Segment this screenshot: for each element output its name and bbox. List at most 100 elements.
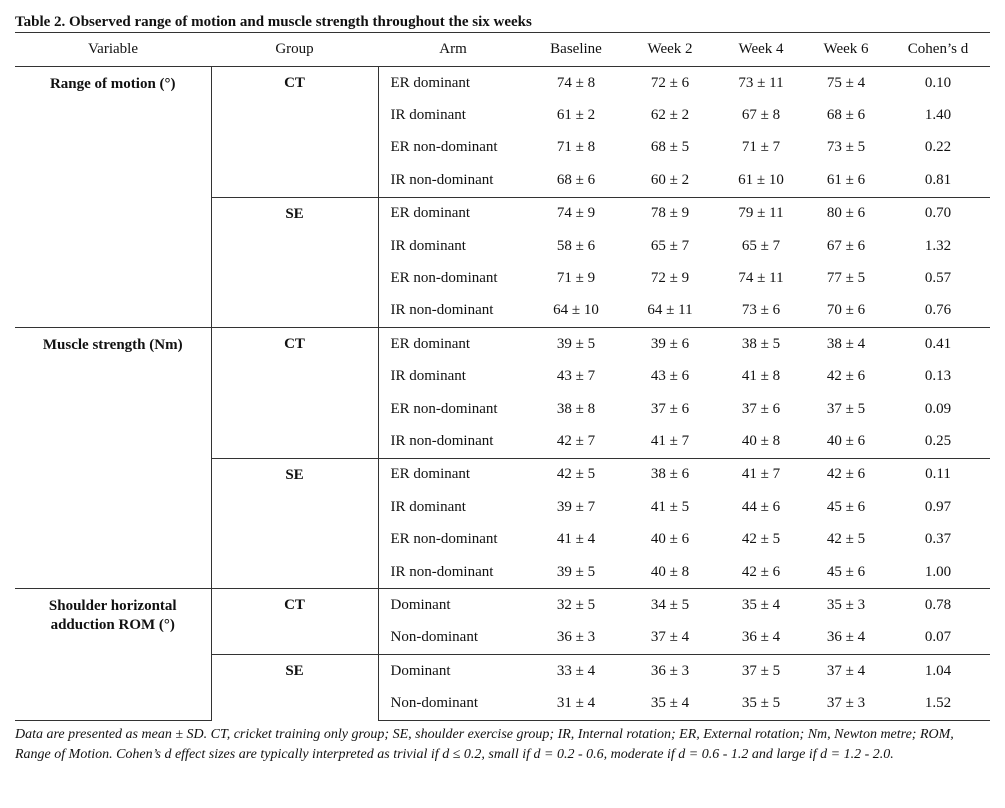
- week-6-cell: 68 ± 6: [826, 107, 866, 124]
- week-2-cell: 35 ± 4: [624, 687, 716, 721]
- arm-cell: ER non-dominant: [390, 139, 498, 156]
- footnote: Data are presented as mean ± SD. CT, cri…: [15, 726, 954, 762]
- week-2-cell: 41 ± 7: [650, 432, 690, 449]
- group-cell: CT: [211, 588, 379, 655]
- week-4-cell: 44 ± 6: [741, 498, 781, 515]
- week-6-cell: 42 ± 6: [806, 457, 886, 492]
- week-4-cell: 61 ± 10: [738, 171, 784, 188]
- arm-cell: ER non-dominant: [390, 270, 498, 287]
- arm-cell: ER non-dominant: [390, 400, 498, 417]
- week-2-cell: 62 ± 2: [650, 107, 690, 124]
- table-row: ER non-dominant 71 ± 8 68 ± 5 71 ± 7 73 ± 5 0…: [15, 132, 990, 164]
- effect-size-cell: 0.76: [924, 302, 952, 319]
- week-6-cell: 73 ± 5: [826, 139, 866, 156]
- table-row: Shoulder horizontal adduction ROM (°) CT D…: [15, 588, 990, 721]
- table-row: SE Dominant 33 ± 4 36 ± 3 37 ± 5 37 ± 4 1.04: [15, 654, 990, 721]
- arm-cell: Non-dominant: [390, 629, 479, 646]
- week-6-cell: 45 ± 6: [826, 498, 866, 515]
- arm-cell: IR dominant: [390, 498, 466, 515]
- variable-cell: Muscle strength (Nm): [15, 327, 212, 589]
- header-cell: Group: [211, 32, 378, 67]
- variable-cell: Shoulder horizontal adduction ROM (°): [15, 588, 212, 721]
- effect-size-cell: 0.10: [924, 74, 952, 91]
- effect-size-cell: 1.00: [924, 563, 952, 580]
- baseline-cell: 74 ± 9: [528, 196, 624, 230]
- table-row: IR dominant 43 ± 7 43 ± 6 41 ± 8 42 ± 6 0.13: [15, 361, 990, 393]
- week-2-cell: 68 ± 5: [650, 139, 690, 156]
- week-2-cell: 34 ± 5: [624, 588, 716, 622]
- arm-cell: IR dominant: [390, 237, 466, 254]
- effect-size-cell: 0.22: [924, 139, 952, 156]
- arm-cell: Dominant: [378, 654, 528, 688]
- week-6-cell: 37 ± 4: [806, 654, 886, 688]
- table-row: IR non-dominant 39 ± 5 40 ± 8 42 ± 6 45 ± 6 1…: [15, 556, 990, 589]
- week-2-cell: 37 ± 4: [650, 629, 690, 646]
- table-row: IR non-dominant 42 ± 7 41 ± 7 40 ± 8 40 ± 6 0…: [15, 425, 990, 458]
- week-4-cell: 65 ± 7: [741, 237, 781, 254]
- baseline-cell: 31 ± 4: [528, 687, 624, 721]
- effect-size-cell: 0.78: [886, 588, 990, 622]
- baseline-cell: 61 ± 2: [556, 107, 596, 124]
- baseline-cell: 64 ± 10: [553, 302, 599, 319]
- data-table: Variable Group Arm Baseline Week 2 Week 4 Week…: [15, 32, 990, 721]
- week-6-cell: 37 ± 3: [806, 687, 886, 721]
- week-4-cell: 74 ± 11: [738, 270, 784, 287]
- week-2-cell: 60 ± 2: [650, 171, 690, 188]
- arm-cell: IR non-dominant: [390, 302, 494, 319]
- week-4-cell: 41 ± 7: [716, 457, 806, 492]
- arm-cell: IR dominant: [390, 107, 466, 124]
- week-6-cell: 80 ± 6: [806, 196, 886, 230]
- week-6-cell: 42 ± 5: [826, 531, 866, 548]
- header-cell: Week 2: [624, 32, 716, 67]
- table-row: IR dominant 61 ± 2 62 ± 2 67 ± 8 68 ± 6 1.40: [15, 99, 990, 131]
- header-row: Variable Group Arm Baseline Week 2 Week 4 Week…: [15, 32, 990, 67]
- week-4-cell: 37 ± 5: [716, 654, 806, 688]
- week-2-cell: 43 ± 6: [650, 368, 690, 385]
- group-cell: SE: [211, 457, 379, 589]
- baseline-cell: 39 ± 5: [556, 563, 596, 580]
- header-cell: Baseline: [528, 32, 624, 67]
- week-2-cell: 41 ± 5: [650, 498, 690, 515]
- arm-cell: ER dominant: [378, 327, 528, 361]
- arm-cell: ER dominant: [390, 74, 471, 91]
- baseline-cell: 39 ± 7: [556, 498, 596, 515]
- baseline-cell: 68 ± 6: [556, 171, 596, 188]
- arm-cell: ER non-dominant: [390, 531, 498, 548]
- effect-size-cell: 0.13: [924, 368, 952, 385]
- week-2-cell: 64 ± 11: [647, 302, 693, 319]
- table-head: Variable Group Arm Baseline Week 2 Week 4 Week…: [15, 32, 990, 67]
- arm-cell: IR non-dominant: [390, 563, 494, 580]
- header-cell: Cohen’s d: [886, 32, 990, 67]
- table-row: ER non-dominant 71 ± 9 72 ± 9 74 ± 11 77 ± 5…: [15, 262, 990, 294]
- effect-size-cell: 0.37: [924, 531, 952, 548]
- baseline-cell: 42 ± 5: [528, 457, 624, 492]
- header-cell: Arm: [378, 32, 528, 67]
- week-2-cell: 39 ± 6: [624, 327, 716, 361]
- effect-size-cell: 0.81: [924, 171, 952, 188]
- baseline-cell: 71 ± 9: [556, 270, 596, 287]
- week-4-cell: 42 ± 5: [741, 531, 781, 548]
- baseline-cell: 38 ± 8: [556, 400, 596, 417]
- baseline-cell: 71 ± 8: [556, 139, 596, 156]
- baseline-cell: 36 ± 3: [556, 629, 596, 646]
- table-row: IR dominant 39 ± 7 41 ± 5 44 ± 6 45 ± 6 0.97: [15, 491, 990, 523]
- week-6-cell: 38 ± 4: [806, 327, 886, 361]
- table-row: IR non-dominant 68 ± 6 60 ± 2 61 ± 10 61 ± 6…: [15, 164, 990, 197]
- group-cell: CT: [211, 66, 379, 198]
- effect-size-cell: 0.07: [924, 629, 952, 646]
- table-row: IR non-dominant 64 ± 10 64 ± 11 73 ± 6 70 ± …: [15, 295, 990, 328]
- baseline-cell: 74 ± 8: [556, 74, 596, 91]
- week-4-cell: 73 ± 6: [741, 302, 781, 319]
- week-2-cell: 40 ± 6: [650, 531, 690, 548]
- week-6-cell: 37 ± 5: [826, 400, 866, 417]
- effect-size-cell: 0.57: [924, 270, 952, 287]
- table-row: ER non-dominant 41 ± 4 40 ± 6 42 ± 5 42 ± 5 0…: [15, 523, 990, 555]
- arm-cell: IR non-dominant: [390, 171, 494, 188]
- week-6-cell: 61 ± 6: [826, 171, 866, 188]
- group-cell: SE: [211, 654, 379, 721]
- week-4-cell: 40 ± 8: [741, 432, 781, 449]
- week-2-cell: 37 ± 6: [650, 400, 690, 417]
- baseline-cell: 41 ± 4: [556, 531, 596, 548]
